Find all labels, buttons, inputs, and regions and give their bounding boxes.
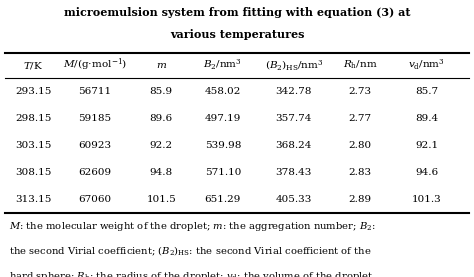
Text: 378.43: 378.43	[276, 168, 312, 177]
Text: $T$/K: $T$/K	[23, 60, 43, 71]
Text: 539.98: 539.98	[205, 141, 241, 150]
Text: 405.33: 405.33	[276, 195, 312, 204]
Text: 60923: 60923	[78, 141, 111, 150]
Text: 94.6: 94.6	[415, 168, 438, 177]
Text: 2.80: 2.80	[349, 141, 372, 150]
Text: $R_{\mathrm{h}}$/nm: $R_{\mathrm{h}}$/nm	[343, 59, 377, 71]
Text: 2.89: 2.89	[349, 195, 372, 204]
Text: 571.10: 571.10	[205, 168, 241, 177]
Text: 89.6: 89.6	[150, 114, 173, 123]
Text: $M$/(g$\cdot$mol$^{-1}$): $M$/(g$\cdot$mol$^{-1}$)	[63, 57, 127, 73]
Text: 92.1: 92.1	[415, 141, 438, 150]
Text: the second Virial coefficient; $(B_2)_{\mathrm{HS}}$: the second Virial coeffici: the second Virial coefficient; $(B_2)_{\…	[9, 245, 372, 258]
Text: 62609: 62609	[78, 168, 111, 177]
Text: 303.15: 303.15	[15, 141, 51, 150]
Text: 94.8: 94.8	[150, 168, 173, 177]
Text: 2.83: 2.83	[349, 168, 372, 177]
Text: 293.15: 293.15	[15, 87, 51, 96]
Text: $m$: $m$	[155, 61, 167, 70]
Text: 308.15: 308.15	[15, 168, 51, 177]
Text: $M$: the molecular weight of the droplet; $m$: the aggregation number; $B_2$:: $M$: the molecular weight of the droplet…	[9, 220, 376, 233]
Text: 368.24: 368.24	[276, 141, 312, 150]
Text: 85.7: 85.7	[415, 87, 438, 96]
Text: 458.02: 458.02	[205, 87, 241, 96]
Text: 92.2: 92.2	[150, 141, 173, 150]
Text: 497.19: 497.19	[205, 114, 241, 123]
Text: 298.15: 298.15	[15, 114, 51, 123]
Text: 357.74: 357.74	[276, 114, 312, 123]
Text: 85.9: 85.9	[150, 87, 173, 96]
Text: 313.15: 313.15	[15, 195, 51, 204]
Text: 2.73: 2.73	[349, 87, 372, 96]
Text: 101.3: 101.3	[412, 195, 441, 204]
Text: 89.4: 89.4	[415, 114, 438, 123]
Text: $v_{\mathrm{d}}$/nm$^3$: $v_{\mathrm{d}}$/nm$^3$	[408, 58, 445, 72]
Text: 342.78: 342.78	[276, 87, 312, 96]
Text: 59185: 59185	[78, 114, 111, 123]
Text: 651.29: 651.29	[205, 195, 241, 204]
Text: hard sphere; $R_{\mathrm{h}}$: the radius of the droplet; $v_{\mathrm{d}}$: the : hard sphere; $R_{\mathrm{h}}$: the radiu…	[9, 270, 374, 277]
Text: various temperatures: various temperatures	[170, 29, 304, 40]
Text: $(B_2)_{\mathrm{HS}}$/nm$^3$: $(B_2)_{\mathrm{HS}}$/nm$^3$	[264, 58, 323, 72]
Text: $B_2$/nm$^3$: $B_2$/nm$^3$	[203, 58, 242, 72]
Text: 101.5: 101.5	[146, 195, 176, 204]
Text: 67060: 67060	[78, 195, 111, 204]
Text: microemulsion system from fitting with equation (3) at: microemulsion system from fitting with e…	[64, 7, 410, 18]
Text: 56711: 56711	[78, 87, 111, 96]
Text: 2.77: 2.77	[349, 114, 372, 123]
